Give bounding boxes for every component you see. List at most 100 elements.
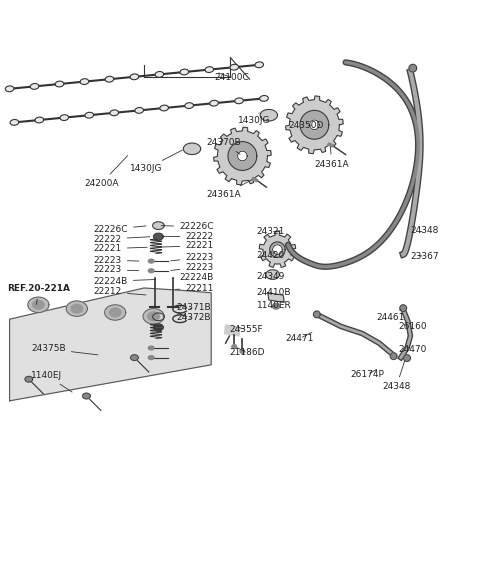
Polygon shape (25, 376, 33, 382)
Text: 26160: 26160 (398, 322, 427, 331)
Polygon shape (33, 301, 44, 309)
Polygon shape (266, 270, 279, 279)
Text: 24410B: 24410B (257, 288, 291, 297)
Polygon shape (232, 344, 237, 348)
Ellipse shape (185, 103, 193, 108)
Text: 1430JG: 1430JG (238, 113, 270, 125)
Ellipse shape (230, 65, 239, 70)
Text: 24372B: 24372B (177, 313, 211, 322)
Text: 1140EJ: 1140EJ (31, 371, 72, 392)
Ellipse shape (110, 110, 119, 116)
Polygon shape (300, 111, 329, 139)
Polygon shape (273, 245, 282, 255)
Text: 23367: 23367 (410, 252, 439, 262)
Polygon shape (390, 353, 397, 359)
Polygon shape (259, 232, 296, 267)
Polygon shape (83, 393, 90, 399)
Polygon shape (310, 120, 319, 130)
Text: 24200A: 24200A (84, 156, 128, 188)
Polygon shape (400, 305, 407, 312)
Text: 22212: 22212 (94, 287, 146, 296)
Polygon shape (313, 311, 320, 318)
Polygon shape (327, 143, 334, 147)
Text: 24348: 24348 (382, 361, 410, 391)
Text: 24350D: 24350D (288, 122, 324, 130)
Text: 22222: 22222 (94, 234, 150, 244)
Polygon shape (409, 65, 417, 72)
Text: 24370B: 24370B (206, 138, 241, 154)
Polygon shape (268, 293, 284, 302)
Polygon shape (66, 301, 87, 316)
Text: 22223: 22223 (94, 266, 139, 274)
Polygon shape (131, 355, 138, 361)
Polygon shape (154, 233, 163, 240)
Text: 24355F: 24355F (229, 325, 263, 334)
Polygon shape (109, 308, 121, 317)
Text: 24371B: 24371B (177, 303, 211, 312)
Ellipse shape (55, 81, 64, 87)
Text: 22221: 22221 (94, 244, 147, 253)
Polygon shape (153, 222, 164, 229)
Ellipse shape (80, 79, 89, 85)
Text: REF.20-221A: REF.20-221A (7, 285, 70, 305)
Polygon shape (270, 242, 285, 257)
Text: 1140ER: 1140ER (257, 301, 291, 310)
Text: 22221: 22221 (159, 241, 214, 250)
Polygon shape (153, 313, 164, 321)
Ellipse shape (260, 96, 268, 101)
Polygon shape (148, 346, 154, 350)
Text: 24375B: 24375B (31, 344, 98, 355)
Text: 22223: 22223 (94, 256, 139, 264)
Text: 22211: 22211 (176, 284, 214, 293)
Polygon shape (71, 304, 83, 313)
Text: 22222: 22222 (162, 232, 214, 241)
Text: 24348: 24348 (410, 226, 439, 235)
Polygon shape (148, 312, 159, 321)
Polygon shape (238, 151, 247, 161)
Text: 24420: 24420 (257, 251, 285, 260)
Text: 24349: 24349 (257, 272, 285, 282)
Ellipse shape (205, 67, 214, 73)
Ellipse shape (160, 105, 168, 111)
Text: 22226C: 22226C (94, 225, 146, 234)
Polygon shape (143, 309, 164, 324)
Ellipse shape (235, 98, 243, 104)
Ellipse shape (105, 76, 114, 82)
Polygon shape (272, 304, 280, 309)
Text: 26174P: 26174P (350, 369, 384, 379)
Polygon shape (148, 259, 154, 263)
Ellipse shape (10, 119, 19, 126)
Text: 24361A: 24361A (314, 147, 349, 169)
Ellipse shape (155, 71, 164, 77)
Ellipse shape (60, 115, 69, 120)
Ellipse shape (130, 74, 139, 79)
Polygon shape (10, 288, 211, 401)
Polygon shape (286, 96, 343, 154)
Ellipse shape (210, 100, 218, 106)
Ellipse shape (180, 69, 189, 75)
Ellipse shape (85, 112, 94, 118)
Text: 24361A: 24361A (206, 180, 252, 199)
Polygon shape (148, 269, 154, 272)
Polygon shape (154, 324, 163, 331)
Ellipse shape (255, 62, 264, 68)
Polygon shape (105, 305, 126, 320)
Text: 22224B: 22224B (173, 274, 214, 282)
Polygon shape (225, 325, 240, 336)
Ellipse shape (135, 108, 144, 113)
Text: 22226C: 22226C (161, 222, 214, 231)
Text: 24471: 24471 (286, 332, 314, 343)
Text: 1430JG: 1430JG (130, 150, 182, 173)
Polygon shape (404, 355, 410, 361)
Polygon shape (228, 142, 257, 170)
Text: 22224B: 22224B (94, 277, 156, 286)
Ellipse shape (30, 84, 39, 89)
Polygon shape (240, 350, 245, 353)
Text: 24470: 24470 (398, 345, 427, 354)
Ellipse shape (5, 86, 14, 92)
Polygon shape (28, 297, 49, 312)
Polygon shape (214, 127, 271, 185)
Text: 24100C: 24100C (215, 73, 250, 82)
Text: 24321: 24321 (257, 228, 285, 236)
Polygon shape (260, 109, 277, 121)
